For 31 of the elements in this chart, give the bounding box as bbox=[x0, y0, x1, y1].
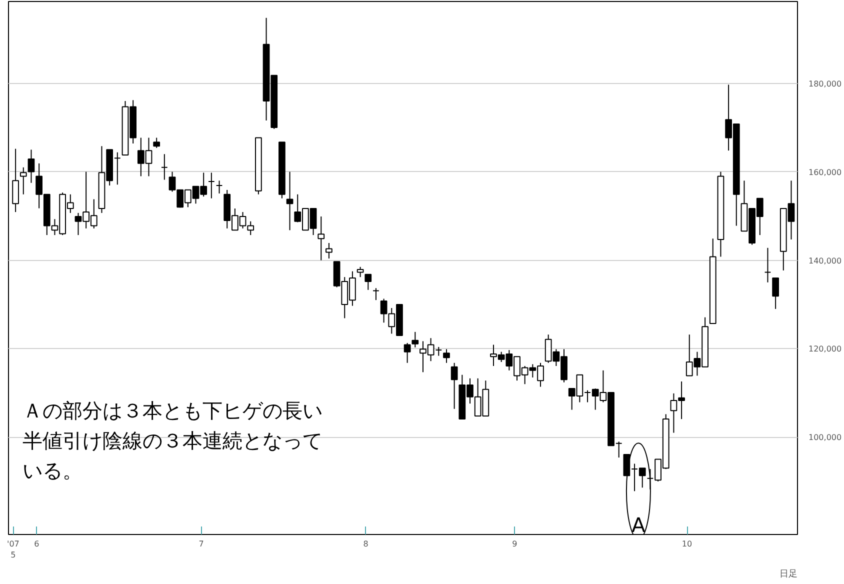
candlestick bbox=[443, 348, 450, 364]
x-tick-label: 8 bbox=[363, 540, 368, 548]
candlestick bbox=[153, 137, 160, 148]
candlestick bbox=[318, 216, 325, 261]
y-tick-label: 180,000 bbox=[808, 79, 842, 88]
candlestick bbox=[356, 266, 364, 278]
candlestick bbox=[208, 172, 215, 199]
y-tick-label: 100,000 bbox=[808, 433, 842, 442]
candlestick bbox=[12, 148, 19, 213]
x-tick-label: 7 bbox=[198, 540, 204, 548]
annotation: Ａの部分は３本とも下ヒゲの長い bbox=[22, 398, 322, 422]
candlestick bbox=[160, 154, 168, 180]
x-tick-label: 9 bbox=[512, 540, 518, 548]
candlestick bbox=[764, 247, 772, 283]
candlestick bbox=[364, 274, 372, 290]
candlestick bbox=[216, 180, 223, 194]
candlestick bbox=[772, 277, 779, 310]
x-tick-label: 6 bbox=[34, 540, 40, 548]
text: 日足 bbox=[780, 568, 798, 580]
x-tick-label: '07 5 bbox=[7, 540, 20, 560]
candlestick bbox=[450, 362, 458, 410]
candlestick bbox=[326, 242, 332, 259]
candlestick bbox=[372, 288, 380, 301]
y-tick-label: 160,000 bbox=[808, 168, 842, 177]
annotation: 半値引け陰線の３本連続となって bbox=[22, 428, 322, 452]
annotation: いる。 bbox=[22, 458, 82, 482]
x-tick-label: 10 bbox=[682, 540, 692, 548]
candlestick bbox=[286, 171, 294, 231]
y-tick-label: 120,000 bbox=[808, 344, 842, 354]
y-tick-label: 140,000 bbox=[808, 256, 842, 266]
annotation: A bbox=[632, 513, 646, 538]
